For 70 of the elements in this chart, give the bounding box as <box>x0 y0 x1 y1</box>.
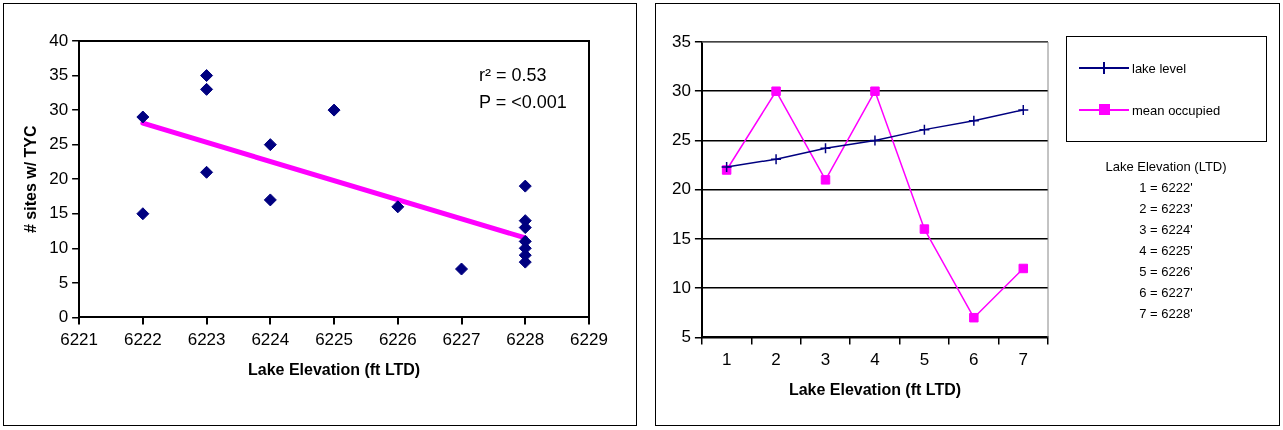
x-tick-label: 6223 <box>187 330 226 350</box>
annotation: r² = 0.53 <box>479 65 547 85</box>
y-tick-label: 15 <box>671 228 691 248</box>
x-tick-label: 5 <box>919 350 930 370</box>
text: 5 = 6226' <box>1138 263 1194 281</box>
text: 3 = 6224' <box>1138 221 1194 239</box>
point <box>1017 104 1030 116</box>
y-tick-label: 10 <box>49 237 69 257</box>
y-tick-label: 20 <box>49 168 69 188</box>
text: 2 = 6223' <box>1138 200 1194 218</box>
x-tick-label: 6222 <box>123 330 162 350</box>
text: 1 = 6222' <box>1138 179 1194 197</box>
x-tick-label: 4 <box>870 350 880 370</box>
y-tick-label: 25 <box>49 134 69 154</box>
point <box>200 82 214 96</box>
y-tick-label: 0 <box>58 307 69 327</box>
text: 4 = 6225' <box>1138 242 1194 260</box>
x-tick-label: 6226 <box>378 330 417 350</box>
y-tick-label: 35 <box>49 65 69 85</box>
x-tick-label: 6 <box>969 350 979 370</box>
annotation: P = <0.001 <box>479 92 567 112</box>
point <box>518 179 532 193</box>
point <box>136 110 150 124</box>
point <box>720 161 733 173</box>
x-axis-title: Lake Elevation (ft LTD) <box>247 360 421 378</box>
text: 7 = 6228' <box>1138 305 1194 323</box>
point <box>870 86 880 96</box>
legend-label: lake level <box>1132 60 1187 76</box>
point <box>1018 263 1029 274</box>
point <box>968 115 980 127</box>
y-tick-label: 15 <box>49 203 69 223</box>
point <box>327 103 341 117</box>
y-axis-title: # sites w/ TYC <box>22 124 40 233</box>
point <box>200 69 214 83</box>
y-tick-label: 30 <box>671 80 691 100</box>
point <box>391 200 405 214</box>
text: 6 = 6227' <box>1138 284 1194 302</box>
x-tick-label: 6221 <box>60 330 99 350</box>
x-tick-label: 6229 <box>570 330 608 350</box>
y-tick-label: 10 <box>671 277 691 297</box>
x-tick-label: 3 <box>820 350 831 370</box>
x-tick-label: 7 <box>1018 350 1029 370</box>
y-tick-label: 5 <box>58 272 69 292</box>
x-tick-label: 6227 <box>442 330 481 350</box>
x-tick-label: 6228 <box>506 330 545 350</box>
point <box>263 138 277 152</box>
x-tick-label: 1 <box>721 350 732 370</box>
point <box>819 142 832 155</box>
point <box>263 193 277 207</box>
x-tick-label: 6224 <box>251 330 290 350</box>
y-tick-label: 40 <box>49 30 69 50</box>
point <box>200 165 214 179</box>
point <box>919 224 930 234</box>
point <box>771 86 781 96</box>
x-axis-title: Lake Elevation (ft LTD) <box>788 380 962 398</box>
point <box>918 123 931 136</box>
point <box>969 312 979 323</box>
legend-label: mean occupied <box>1132 102 1221 118</box>
x-tick-label: 6225 <box>315 330 353 350</box>
point <box>455 262 469 276</box>
x-tick-label: 2 <box>771 350 781 370</box>
y-tick-label: 20 <box>671 179 691 199</box>
point <box>869 134 881 147</box>
y-tick-label: 30 <box>49 99 69 119</box>
point <box>136 207 150 221</box>
point <box>770 153 782 165</box>
text: Lake Elevation (LTD) <box>1104 158 1228 176</box>
y-tick-label: 35 <box>671 31 691 51</box>
y-tick-label: 25 <box>671 130 691 150</box>
point <box>820 175 831 185</box>
